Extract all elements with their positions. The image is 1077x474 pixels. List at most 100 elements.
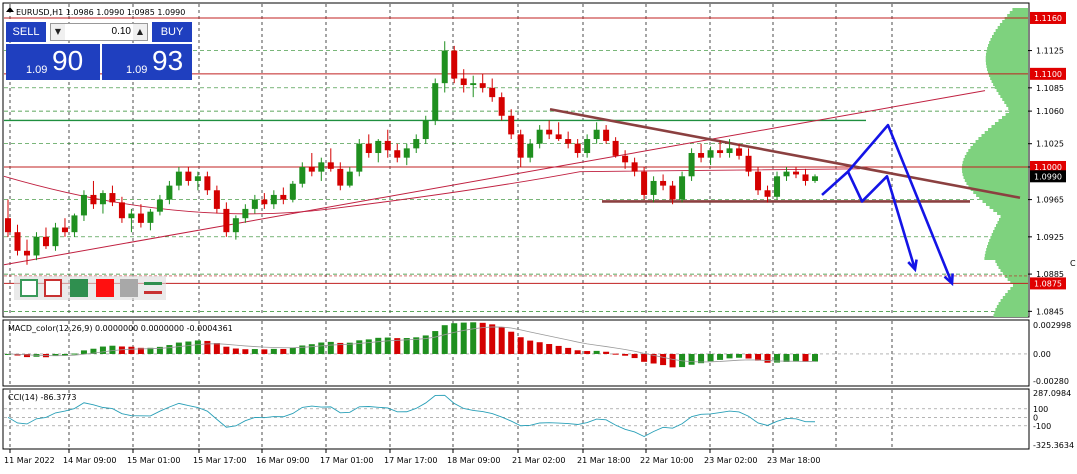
price-tick-label: 1.0845 [1036,307,1064,316]
volume-profile-bar [966,152,1028,155]
volume-profile-bar [987,71,1028,74]
macd-bar [631,353,638,359]
price-badge [1030,277,1066,290]
buy-price-button[interactable]: 1.09 93 [102,44,192,80]
macd-bar [574,350,581,354]
macd-bar [14,353,21,356]
macd-bar [812,353,818,362]
volume-profile-bar [984,257,1028,260]
macd-label: MACD_color(12,26,9) 0.0000000 0.0000000 … [8,324,233,333]
forecast-arrows[interactable] [821,123,954,287]
lot-size-control[interactable]: ▼ ▲ [50,23,148,41]
candle-body [460,78,467,86]
macd-bar [745,353,752,359]
rising-trendline [3,90,986,266]
candle-body [688,153,695,177]
volume-profile-bar [1000,95,1028,98]
volume-profile-bar [997,221,1028,224]
candle-body [289,183,296,200]
price-tick-label: 1.0965 [1036,196,1064,205]
price-tick-label: 1.1125 [1036,47,1064,56]
volume-profile-bar [986,65,1028,68]
macd-bar [166,345,173,354]
macd-bar [736,353,743,358]
volume-profile-bar [995,224,1028,227]
volume-profile-bar [966,182,1028,185]
volume-profile-bar [994,311,1028,314]
macd-bar [261,349,268,354]
rectangle-outline-red-icon[interactable] [44,279,62,297]
volume-profile-bar [984,131,1028,134]
sell-button[interactable]: SELL [6,22,46,42]
macd-bar [517,337,524,354]
time-tick-label: 11 Mar 2022 [4,456,55,465]
candle-body [308,166,315,172]
volume-profile-bar [984,254,1028,257]
lines-icon[interactable] [144,279,162,297]
rectangle-filled-green-icon[interactable] [70,279,88,297]
time-axis: 11 Mar 2022 14 Mar 09:00 15 Mar 01:00 15 Ma… [4,449,820,465]
volume-profile-bar [995,260,1028,263]
candle-body [232,218,239,233]
price-tick-label: 1.1060 [1036,107,1064,116]
price-badge [1030,67,1066,80]
macd-bar [565,347,572,354]
macd-bar [80,350,87,354]
macd-bar [470,322,477,354]
triangle-up-icon[interactable] [6,7,14,12]
cci-line-path [7,394,816,438]
volume-profile-bar [968,149,1028,152]
volume-profile-bar [997,212,1028,215]
volume-profile-bar [1002,20,1028,23]
candle-body [213,190,220,209]
candle-body [270,194,277,205]
volume-profile-bar [972,143,1028,146]
macd-bar [299,345,306,354]
dropdown-arrow-icon[interactable]: ▼ [51,24,65,40]
up-arrow-icon[interactable]: ▲ [133,24,147,40]
candle-body [261,199,268,205]
price-tick-label: 1.0925 [1036,233,1064,242]
macd-bar [109,345,116,354]
candle-body [223,208,230,233]
macd-bar [23,353,30,358]
volume-profile-bar [994,122,1028,125]
volume-profile-bar [991,80,1028,83]
volume-profile-bar [986,248,1028,251]
rectangle-outline-green-icon[interactable] [20,279,38,297]
macd-bar [403,338,410,354]
symbol-info: EURUSD,H1 1.0986 1.0990 1.0985 1.0990 [16,8,185,17]
candle-body [555,134,562,140]
volume-profile-bar [985,62,1028,65]
volume-profile-bar [1000,269,1028,272]
macd-bar [726,353,733,359]
macd-signal-line [7,326,816,363]
volume-profile-bar [987,68,1028,71]
rectangle-filled-red-icon[interactable] [96,279,114,297]
macd-bar [194,340,201,354]
macd-bar [774,353,781,363]
macd-bar [318,342,325,354]
macd-bar [584,351,591,354]
volume-profile-bar [973,191,1028,194]
macd-bar [650,353,657,364]
cci-tick-label: 0 [1033,413,1038,422]
volume-profile-bar [998,119,1028,122]
trendlines[interactable] [3,90,1021,266]
candle-body [128,213,135,219]
volume-profile-bar [986,50,1028,53]
rectangle-filled-gray-icon[interactable] [120,279,138,297]
candle-body [185,171,192,181]
candle-body [546,129,553,135]
lot-size-input[interactable] [67,25,131,38]
volume-profile-bar [988,242,1028,245]
macd-bar [555,345,562,354]
candle-body [280,194,287,200]
candle-body [194,176,201,181]
sell-price-button[interactable]: 1.09 90 [6,44,100,80]
volume-profile-bar [998,302,1028,305]
macd-bar [346,342,353,354]
candle-body [90,194,97,205]
candle-body [584,139,591,154]
buy-button[interactable]: BUY [152,22,192,42]
